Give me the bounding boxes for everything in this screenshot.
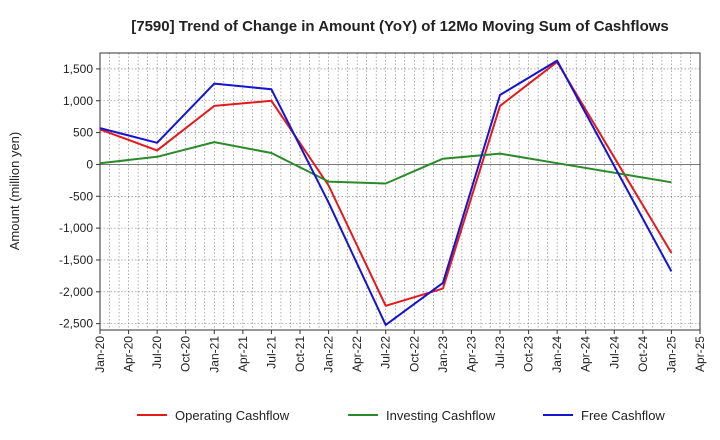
y-tick-label: 1,000 (63, 94, 93, 108)
y-tick-label: 1,500 (63, 62, 93, 76)
y-tick-label: 500 (73, 126, 93, 140)
x-tick-label: Oct-20 (179, 336, 193, 372)
x-tick-label: Oct-21 (293, 336, 307, 372)
grid-lines (100, 53, 700, 330)
x-tick-label: Jul-23 (493, 336, 507, 369)
x-tick-label: Apr-21 (236, 336, 250, 372)
legend-label-operating-cashflow: Operating Cashflow (175, 408, 290, 423)
x-tick-label: Jul-24 (607, 336, 621, 369)
x-tick-label: Apr-25 (693, 336, 707, 372)
y-tick-label: -1,000 (59, 221, 93, 235)
x-tick-label: Jul-21 (264, 336, 278, 369)
plot-frame (99, 52, 701, 331)
x-tick-label: Jan-21 (207, 336, 221, 373)
axes (96, 52, 701, 334)
x-tick-labels: Jan-20 Apr-20 Jul-20 Oct-20 Jan-21 Apr-21 Jul-… (93, 336, 707, 373)
x-tick-label: Oct-22 (407, 336, 421, 372)
operating-cashflow-line (99, 60, 673, 307)
y-tick-label: -500 (69, 189, 93, 203)
x-tick-label: Oct-23 (522, 336, 536, 372)
y-tick-label: -2,500 (59, 317, 93, 331)
x-tick-label: Jul-20 (150, 336, 164, 369)
investing-cashflow-line (99, 141, 672, 185)
y-tick-label: -1,500 (59, 253, 93, 267)
x-tick-label: Jan-25 (664, 336, 678, 373)
x-tick-label: Oct-24 (636, 336, 650, 372)
y-tick-labels: 1,500 1,000 500 0 -500 -1,000 -1,500 -2,000 -2,5… (59, 62, 93, 331)
x-tick-label: Jan-20 (93, 336, 107, 373)
x-tick-label: Apr-20 (122, 336, 136, 372)
series-lines (99, 59, 673, 326)
legend-label-free-cashflow: Free Cashflow (581, 408, 665, 423)
y-tick-label: 0 (86, 157, 93, 171)
legend: Operating Cashflow Investing Cashflow Free… (137, 408, 665, 423)
x-tick-label: Jan-24 (550, 336, 564, 373)
x-tick-label: Apr-23 (464, 336, 478, 372)
free-cashflow-line (99, 59, 673, 326)
y-axis-label: Amount (million yen) (7, 132, 22, 251)
x-tick-label: Jan-22 (322, 336, 336, 373)
legend-label-investing-cashflow: Investing Cashflow (386, 408, 496, 423)
chart-title: [7590] Trend of Change in Amount (YoY) o… (131, 18, 669, 35)
x-tick-label: Jan-23 (436, 336, 450, 373)
x-tick-label: Apr-22 (350, 336, 364, 372)
y-tick-label: -2,000 (59, 285, 93, 299)
x-tick-label: Apr-24 (579, 336, 593, 372)
x-tick-label: Jul-22 (379, 336, 393, 369)
